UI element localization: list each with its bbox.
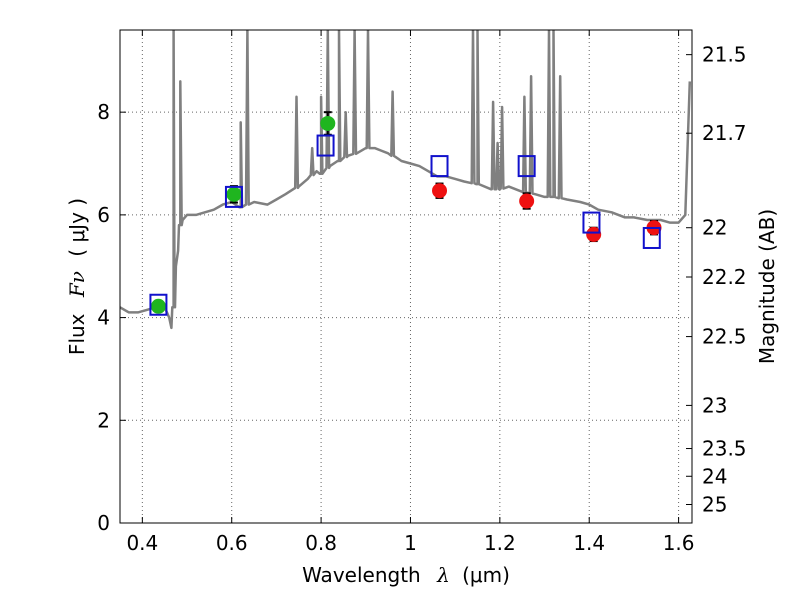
y2-tick-label: 21.7	[702, 121, 747, 145]
x-axis-label-text: Wavelength	[302, 563, 421, 587]
y2-tick-label: 22	[702, 216, 727, 240]
y-tick-label: 8	[97, 100, 110, 124]
axis-labels: Wavelength λ (μm) Flux Fν ( μJy ) Magnit…	[65, 198, 779, 587]
y2-tick-label: 22.2	[702, 265, 747, 289]
y2-tick-label: 25	[702, 493, 727, 517]
model-photometry-box	[430, 155, 449, 178]
spectrum-series	[120, 30, 692, 330]
y2-tick-label: 23.5	[702, 437, 747, 461]
y2-tick-label: 24	[702, 464, 727, 488]
photometry-point	[320, 115, 336, 131]
y-tick-label: 0	[97, 511, 110, 535]
grid	[120, 30, 692, 524]
axis-ticks: 0.4 0.6 0.8 1 1.2 1.4 1.60246821.521.72222.222…	[97, 30, 747, 555]
x-tick-label: 0.8	[305, 531, 337, 555]
model-photometry-box	[316, 134, 335, 157]
x-axis-label-symbol: λ	[436, 563, 450, 587]
photometry-series	[149, 111, 662, 316]
photometry-point	[226, 186, 242, 202]
x-tick-label: 1.2	[484, 531, 516, 555]
photometry-point	[519, 193, 535, 209]
x-tick-label: 1.4	[573, 531, 605, 555]
y-axis-label: Flux Fν ( μJy )	[65, 198, 89, 355]
y2-tick-label: 22.5	[702, 325, 747, 349]
x-axis-label: Wavelength λ (μm)	[302, 563, 510, 587]
photometry-point	[432, 183, 448, 199]
y-tick-label: 6	[97, 203, 110, 227]
y-tick-label: 2	[97, 408, 110, 432]
y-axis-label-text: Flux	[65, 313, 89, 355]
spectrum-line	[120, 30, 692, 330]
y2-tick-label: 23	[702, 393, 727, 417]
model-photometry-box	[582, 211, 601, 234]
y2-axis-label: Magnitude (AB)	[755, 209, 779, 364]
photometry-point	[586, 226, 602, 242]
y-axis-label-unit: ( μJy )	[65, 198, 89, 257]
y-tick-label: 4	[97, 306, 110, 330]
plot-frame	[119, 29, 693, 524]
y2-tick-label: 21.5	[702, 43, 747, 67]
x-tick-label: 0.4	[126, 531, 158, 555]
model-photometry-box	[517, 155, 536, 178]
y-axis-label-symbol: Fν	[65, 271, 89, 298]
x-axis-label-unit: (μm)	[462, 563, 510, 587]
x-tick-label: 1	[404, 531, 417, 555]
model-photometry-box	[642, 226, 661, 249]
photometry-point	[150, 298, 166, 314]
x-tick-label: 1.6	[663, 531, 695, 555]
model-photometry-box	[224, 185, 243, 208]
x-tick-label: 0.6	[216, 531, 248, 555]
model-photometry-box	[149, 293, 168, 316]
